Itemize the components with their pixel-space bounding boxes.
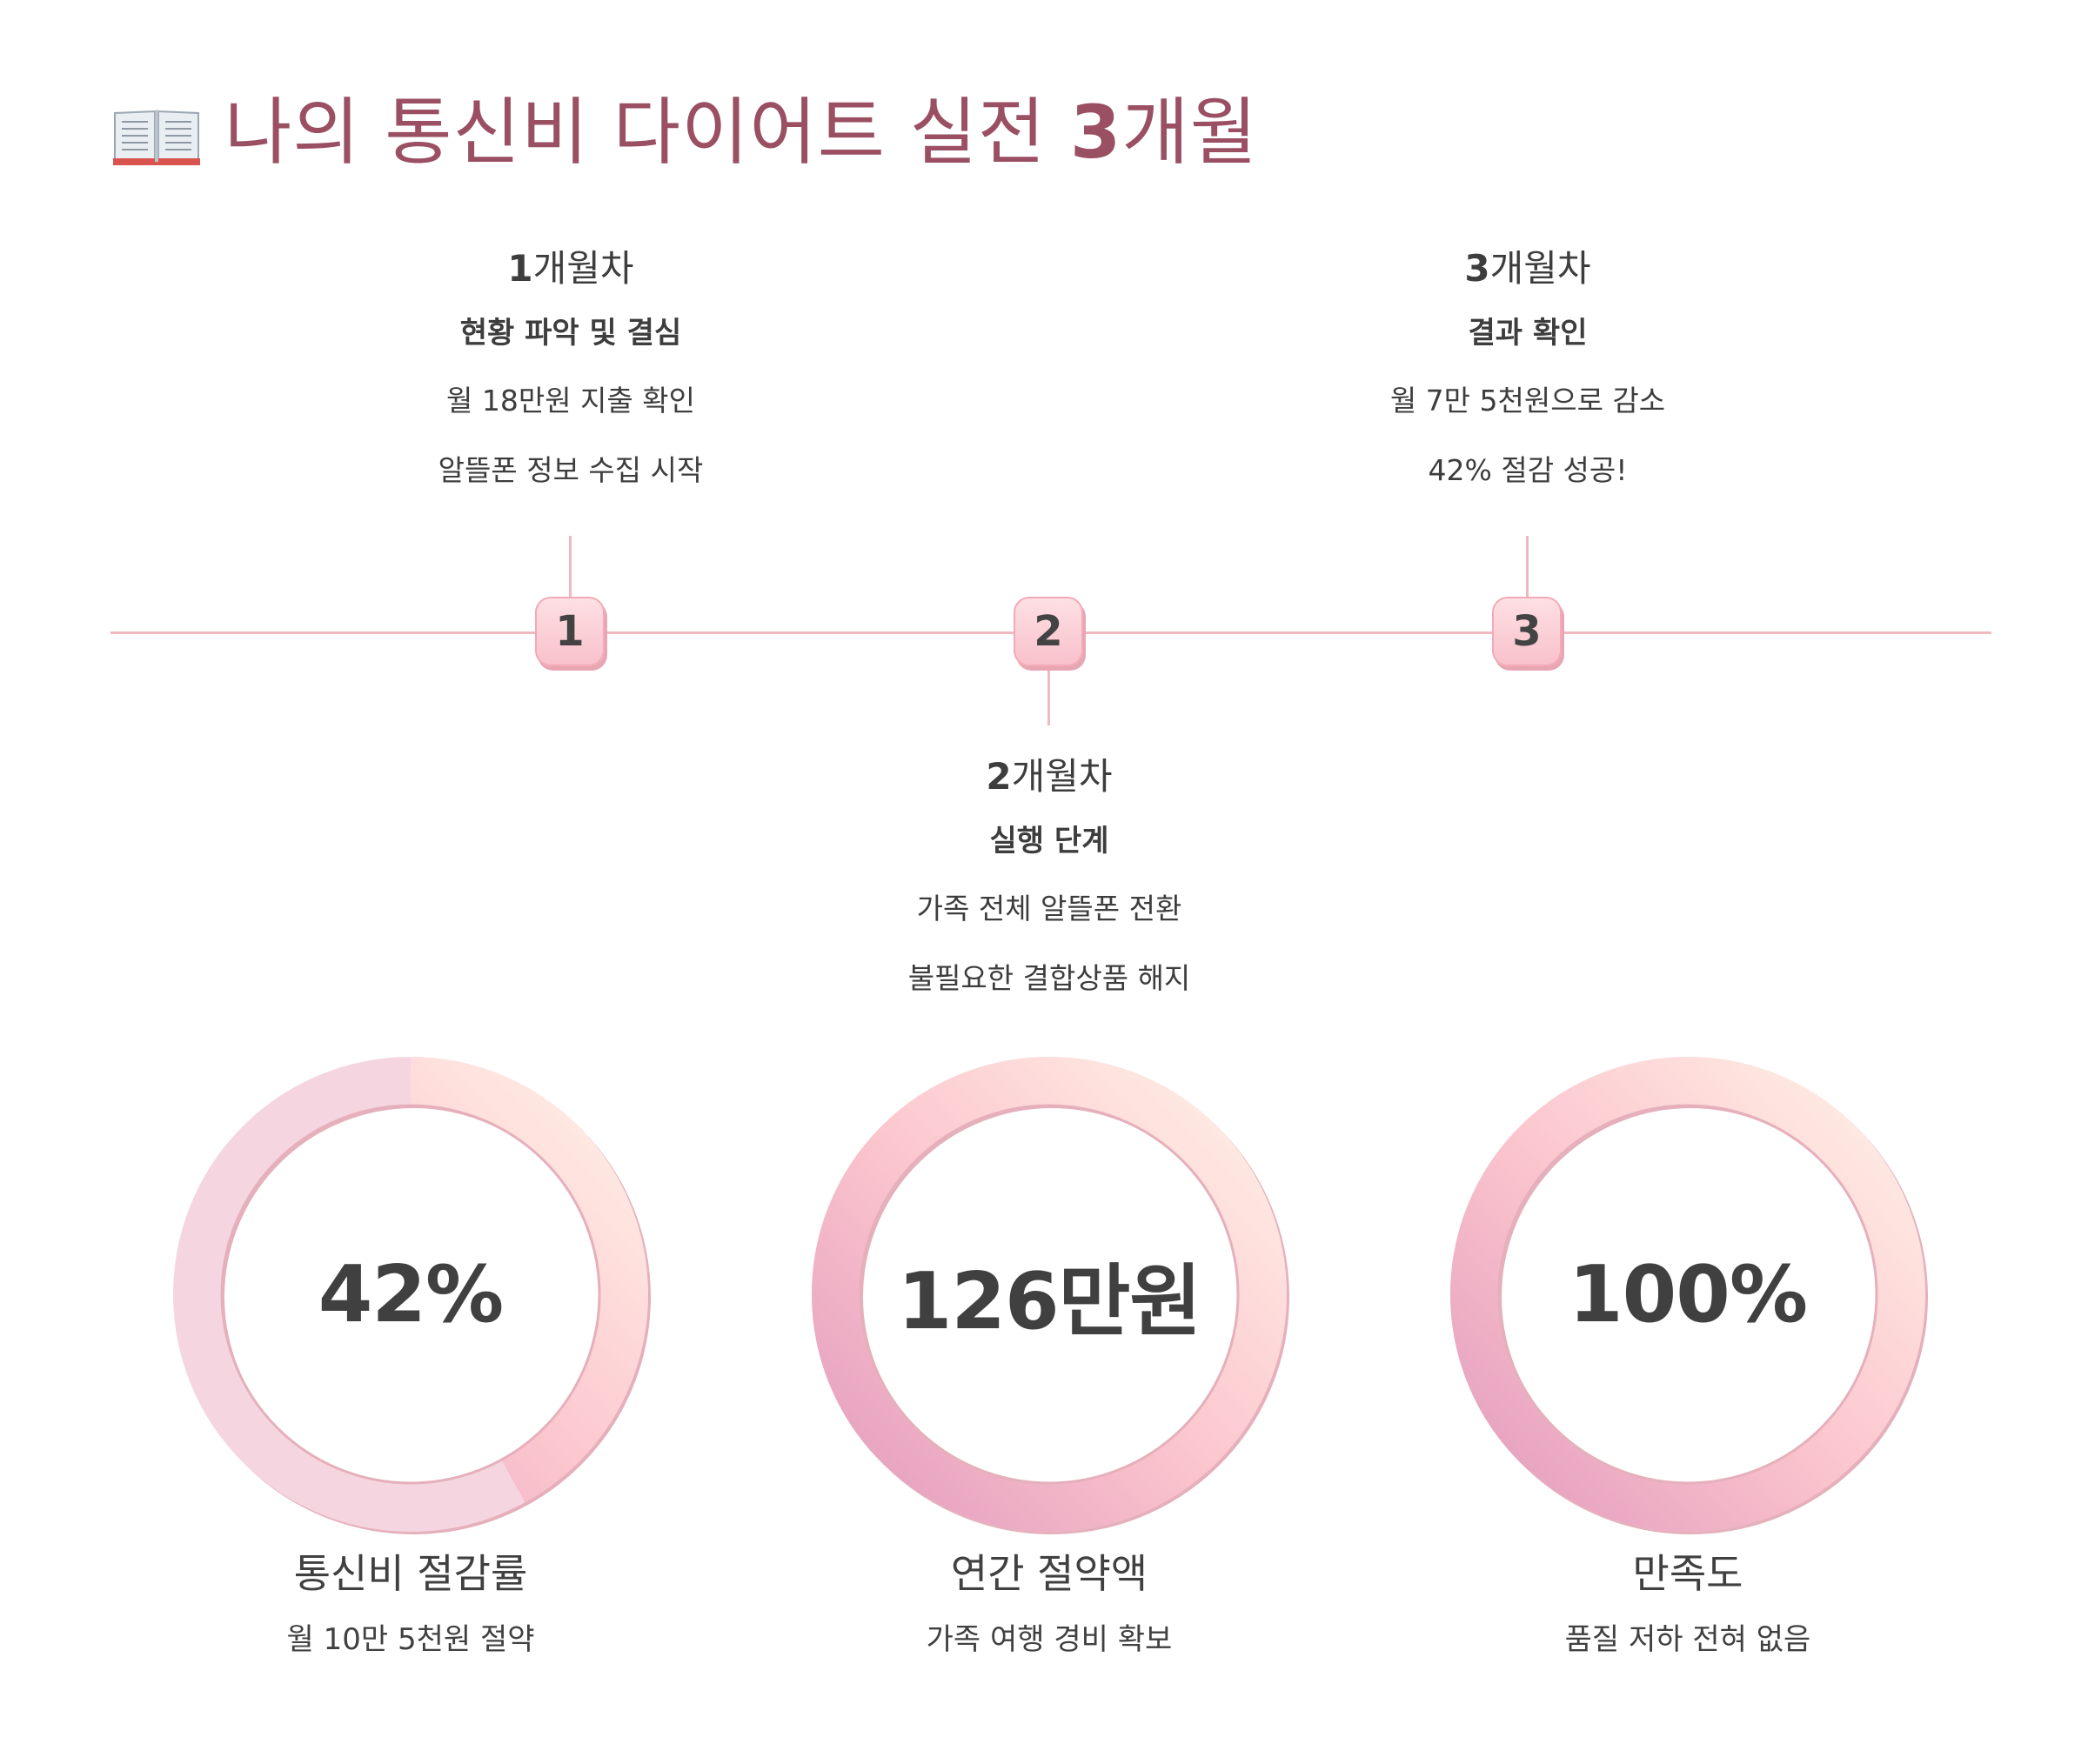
open-book-icon [113, 110, 200, 165]
stat-satisfaction: 100% 만족도 품질 저하 전혀 없음 [1444, 1051, 1931, 1663]
ring-inner-edge [1497, 1104, 1878, 1485]
ring-svg [173, 1057, 651, 1534]
progress-ring: 100% [1444, 1051, 1931, 1538]
event-detail: 알뜰폰 정보 수집 시작 [438, 453, 704, 487]
event-detail: 42% 절감 성공! [1428, 453, 1628, 487]
event-subtitle: 실행 단계 [989, 824, 1109, 859]
event-title: 1개월차 [327, 251, 814, 294]
event-detail: 월 7만 5천원으로 감소 [1389, 384, 1666, 418]
ring-svg [812, 1057, 1289, 1534]
ring-progress [1450, 1057, 1925, 1532]
event-title-suffix: 개월차 [1011, 755, 1113, 798]
stat-sub: 품질 저하 전혀 없음 [1564, 1622, 1811, 1657]
stat-value: 100% [1568, 1248, 1808, 1340]
title-prefix: 나의 통신비 다이어트 실전 [224, 90, 1070, 175]
progress-ring: 126만원 [806, 1051, 1293, 1538]
stem-1 [569, 536, 572, 597]
stat-value: 126만원 [897, 1256, 1201, 1347]
ring-svg [1450, 1057, 1928, 1534]
ring-inner-edge [220, 1104, 601, 1485]
event-title: 3개월차 [1284, 251, 1771, 294]
stem-2 [1047, 666, 1050, 725]
timeline-marker-3: 3 [1492, 597, 1562, 666]
event-detail: 월 18만원 지출 확인 [446, 384, 695, 418]
stat-value: 42% [318, 1248, 504, 1340]
timeline-marker-2: 2 [1014, 597, 1083, 666]
stat-sub: 가족 여행 경비 확보 [926, 1622, 1173, 1657]
stem-3 [1526, 536, 1529, 597]
stat-sub: 월 10만 5천원 절약 [286, 1622, 535, 1657]
title-text: 나의 통신비 다이어트 실전 3개월 [224, 96, 1258, 169]
stat-savings-rate: 42% 통신비 절감률 월 10만 5천원 절약 [167, 1051, 654, 1663]
event-title-suffix: 개월차 [1489, 247, 1591, 290]
ring-inner-edge [859, 1104, 1240, 1485]
stat-annual-savings: 126만원 연간 절약액 가족 여행 경비 확보 [806, 1051, 1293, 1663]
event-subtitle: 결과 확인 [1468, 316, 1588, 351]
stat-label: 통신비 절감률 [293, 1550, 528, 1597]
timeline-marker-1: 1 [535, 597, 605, 666]
event-title-number: 1 [507, 247, 533, 290]
event-title-suffix: 개월차 [532, 247, 634, 290]
ring-progress [173, 1057, 648, 1532]
event-title-number: 2 [986, 755, 1012, 798]
title-number: 3 [1069, 90, 1122, 175]
timeline-event-3: 3개월차 결과 확인 월 7만 5천원으로 감소 42% 절감 성공! [1284, 251, 1771, 496]
event-title-number: 3 [1464, 247, 1490, 290]
ring-progress [812, 1057, 1287, 1532]
event-title: 2개월차 [806, 758, 1293, 802]
stat-label: 만족도 [1632, 1550, 1743, 1597]
progress-ring: 42% [167, 1051, 654, 1538]
title-suffix: 개월 [1121, 90, 1258, 175]
timeline-event-2: 2개월차 실행 단계 가족 전체 알뜰폰 전환 불필요한 결합상품 해지 [806, 758, 1293, 1004]
timeline-event-1: 1개월차 현황 파악 및 결심 월 18만원 지출 확인 알뜰폰 정보 수집 시… [327, 251, 814, 496]
stat-label: 연간 절약액 [950, 1550, 1148, 1597]
event-subtitle: 현황 파악 및 결심 [459, 316, 682, 351]
page-title: 나의 통신비 다이어트 실전 3개월 [111, 80, 1258, 184]
event-detail: 불필요한 결합상품 해지 [907, 961, 1191, 995]
event-detail: 가족 전체 알뜰폰 전환 [916, 892, 1182, 925]
